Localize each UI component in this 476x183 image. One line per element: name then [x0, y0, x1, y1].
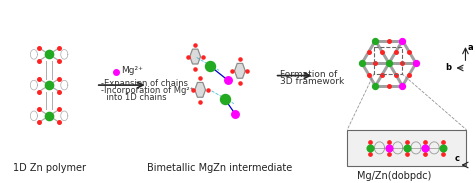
Text: -Expansion of chains: -Expansion of chains: [101, 79, 188, 88]
FancyBboxPatch shape: [347, 130, 466, 166]
Text: Formation of: Formation of: [279, 70, 337, 79]
Text: a: a: [467, 43, 473, 52]
Polygon shape: [235, 64, 245, 78]
Text: Mg²⁺: Mg²⁺: [120, 66, 142, 75]
Text: Mg/Zn(dobpdc): Mg/Zn(dobpdc): [357, 171, 431, 181]
Text: into 1D chains: into 1D chains: [101, 93, 167, 102]
Text: 3D framework: 3D framework: [279, 76, 344, 85]
Text: -Incorporation of Mg²⁺: -Incorporation of Mg²⁺: [101, 86, 194, 95]
Polygon shape: [195, 82, 206, 97]
Text: Bimetallic MgZn intermediate: Bimetallic MgZn intermediate: [148, 163, 293, 173]
Polygon shape: [190, 49, 200, 64]
Text: c: c: [455, 154, 459, 163]
Text: 1D Zn polymer: 1D Zn polymer: [12, 163, 86, 173]
Text: b: b: [446, 63, 452, 72]
